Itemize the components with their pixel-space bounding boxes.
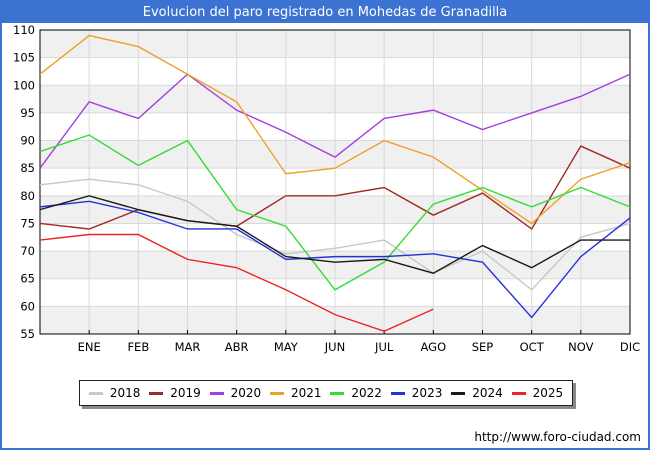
x-axis-label: ABR — [225, 340, 249, 354]
series-line-2021 — [39, 34, 631, 225]
legend-label-2023: 2023 — [411, 386, 443, 400]
x-axis-label: OCT — [520, 340, 545, 354]
x-axis-label: ENE — [78, 340, 101, 354]
legend-dash-2024 — [451, 391, 466, 395]
series-line-2024 — [39, 195, 630, 274]
legend-dash-2022 — [330, 391, 345, 395]
y-axis-label: 90 — [20, 134, 35, 148]
legend-label-2019: 2019 — [170, 386, 201, 400]
x-axis-label: MAY — [274, 340, 299, 354]
x-axis-label: SEP — [472, 340, 494, 354]
y-axis-label: 105 — [13, 51, 35, 65]
legend-dash-2023 — [390, 391, 405, 395]
legend-label-2020: 2020 — [230, 386, 262, 400]
legend-label-2024: 2024 — [472, 386, 503, 400]
x-axis-label: DIC — [620, 340, 640, 354]
x-axis-label: FEB — [127, 340, 149, 354]
y-axis-label: 60 — [20, 299, 35, 313]
legend-item-2021: 2021 — [270, 386, 322, 400]
series-line-2018 — [39, 178, 631, 291]
series-line-2025 — [39, 233, 434, 332]
series-line-2022 — [39, 134, 631, 291]
legend-label-2018: 2018 — [109, 386, 141, 400]
legend-dash-2020 — [209, 391, 224, 395]
series-line-2020 — [39, 73, 631, 169]
y-axis-label: 85 — [20, 161, 35, 175]
y-axis-label: 70 — [20, 244, 35, 258]
legend-label-2021: 2021 — [291, 386, 322, 400]
legend-item-2024: 2024 — [451, 386, 503, 400]
chart-legend: 2018 2019 2020 2021 2022 2023 2024 2025 — [79, 380, 573, 406]
legend-item-2020: 2020 — [209, 386, 262, 400]
y-axis-label: 100 — [13, 78, 35, 92]
y-axis-label: 80 — [20, 189, 35, 203]
legend-dash-2018 — [88, 391, 103, 395]
x-axis-label: MAR — [175, 340, 201, 354]
y-axis-label: 95 — [20, 106, 35, 120]
legend-item-2018: 2018 — [88, 386, 141, 400]
legend-item-2022: 2022 — [330, 386, 382, 400]
legend-item-2025: 2025 — [511, 386, 564, 400]
legend-dash-2025 — [511, 391, 526, 395]
legend-item-2019: 2019 — [149, 386, 201, 400]
x-axis-label: JUN — [324, 340, 345, 354]
series-line-2023 — [39, 200, 631, 319]
y-axis-label: 55 — [20, 327, 35, 341]
legend-label-2022: 2022 — [351, 386, 382, 400]
legend-item-2023: 2023 — [390, 386, 443, 400]
x-axis-label: AGO — [421, 340, 447, 354]
x-axis-label: JUL — [374, 340, 394, 354]
y-axis-label: 65 — [20, 272, 35, 286]
y-axis-label: 75 — [20, 216, 35, 230]
legend-dash-2021 — [270, 391, 285, 395]
y-axis-label: 110 — [13, 23, 35, 37]
legend-label-2025: 2025 — [532, 386, 564, 400]
footer-url: http://www.foro-ciudad.com — [474, 430, 641, 444]
chart-title: Evolucion del paro registrado en Mohedas… — [2, 2, 648, 23]
legend-dash-2019 — [149, 391, 164, 395]
x-axis-label: NOV — [568, 340, 593, 354]
